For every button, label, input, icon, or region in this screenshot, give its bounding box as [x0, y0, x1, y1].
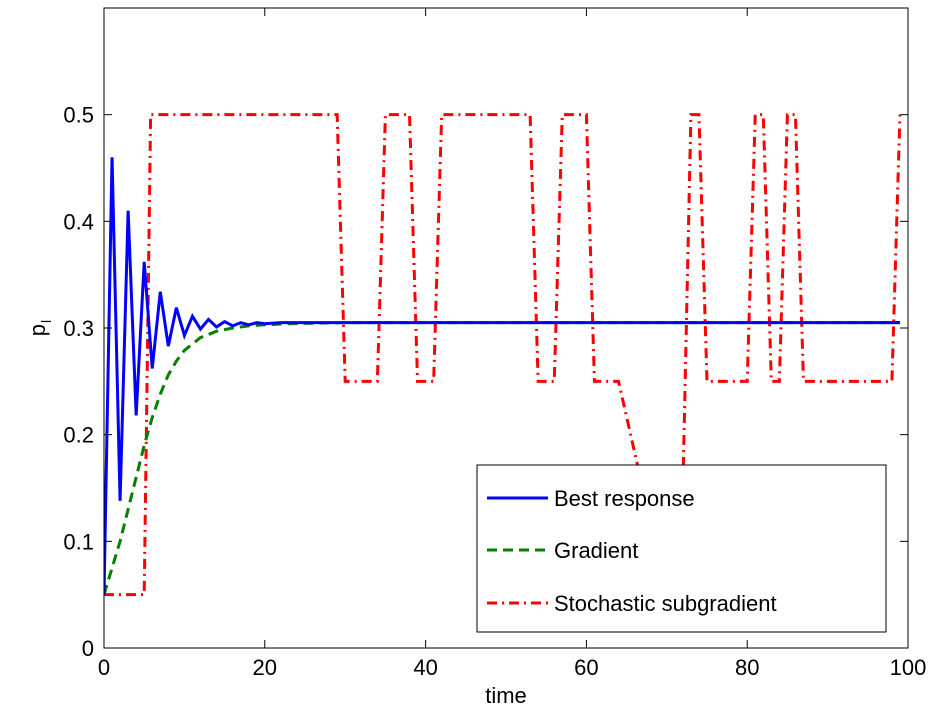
legend-label-best-response: Best response: [554, 486, 695, 511]
x-tick-label: 0: [98, 655, 110, 680]
x-tick-label: 80: [735, 655, 759, 680]
x-tick-label: 60: [574, 655, 598, 680]
series-line-stochastic-subgradient: [104, 113, 902, 597]
x-axis-title: time: [485, 683, 527, 708]
y-tick-label: 0: [82, 636, 94, 661]
x-tick-label: 100: [890, 655, 927, 680]
y-axis-title: pl: [25, 320, 54, 336]
x-tick-label: 40: [413, 655, 437, 680]
series-line-best-response: [104, 157, 900, 595]
legend-label-stochastic-subgradient: Stochastic subgradient: [554, 591, 777, 616]
y-tick-label: 0.2: [63, 423, 94, 448]
y-tick-label: 0.3: [63, 316, 94, 341]
y-axis-title-subscript: l: [38, 320, 54, 323]
ticks-layer: [103, 8, 909, 649]
legend-label-gradient: Gradient: [554, 538, 638, 563]
tick-labels-layer: 0 20 40 60 80 100 0 0.1 0.2 0.3 0.4 0.5: [63, 103, 926, 680]
y-axis-title-main: p: [25, 324, 50, 336]
y-axis-title-group: pl: [25, 320, 54, 336]
y-tick-label: 0.1: [63, 529, 94, 554]
y-tick-label: 0.4: [63, 209, 94, 234]
x-tick-label: 20: [253, 655, 277, 680]
legend: Best response Gradient Stochastic subgra…: [476, 464, 887, 633]
y-tick-label: 0.5: [63, 103, 94, 128]
series-layer: [104, 113, 902, 597]
legend-box: [476, 464, 887, 633]
